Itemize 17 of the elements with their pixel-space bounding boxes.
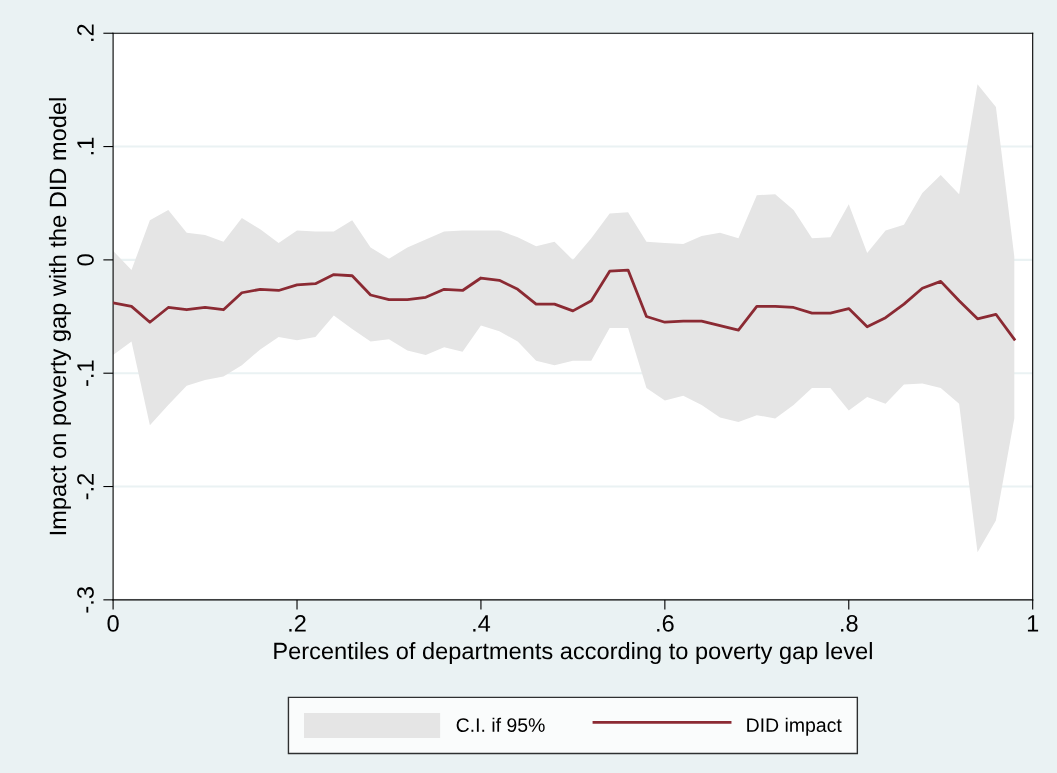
y-tick-label: .2 [77,24,94,41]
y-tick-label: -.2 [77,473,94,500]
x-tick-label: .4 [473,615,491,632]
y-tick-label: .1 [77,137,94,155]
x-tick-label: 1 [1027,615,1039,632]
x-tick-label: .6 [657,615,674,632]
text: C.I. if 95% [456,717,545,732]
x-axis-title: Percentiles of departments according to poverty gap level [274,642,872,665]
x-tick-label: .8 [841,615,858,632]
text: DID impact [747,717,842,736]
y-tick-label: -.1 [77,360,94,386]
x-tick-label: .2 [289,615,306,632]
y-tick-label: -.3 [77,587,94,613]
y-tick-label: 0 [77,254,94,266]
y-axis-title: Impact on poverty gap with the DID model [48,98,71,535]
line-series [113,268,1016,341]
x-tick-label: 0 [107,615,119,632]
